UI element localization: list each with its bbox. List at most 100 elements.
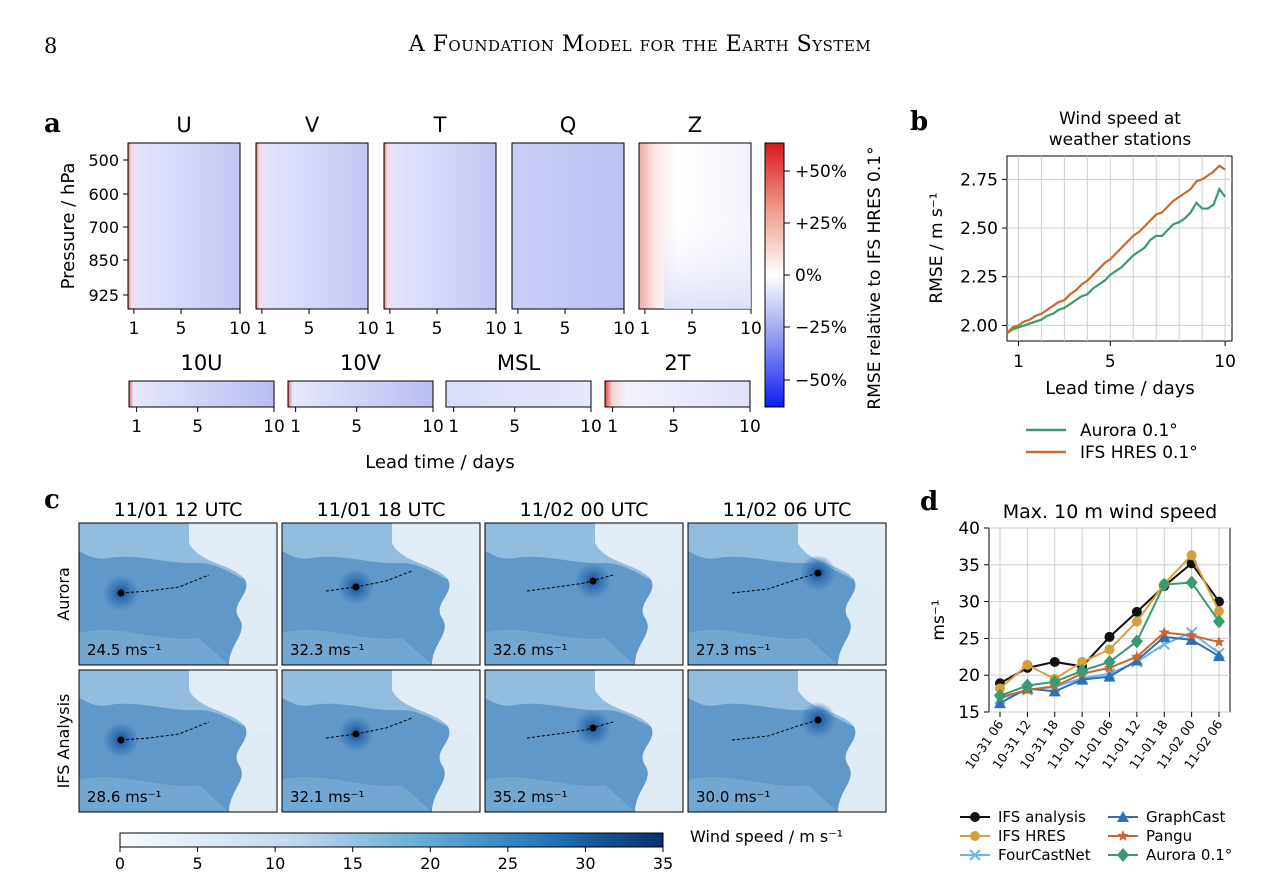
- pressure-tick-label: 600: [88, 185, 119, 204]
- map-land: [189, 670, 277, 812]
- panel-d-legend-label: Pangu: [1146, 827, 1192, 845]
- panel-d-ytick-label: 25: [958, 629, 980, 649]
- panel-b-legend: Aurora 0.1°IFS HRES 0.1°: [1026, 421, 1198, 463]
- lead-tick-label: 5: [176, 319, 187, 339]
- panel-d-point: [1214, 606, 1224, 617]
- panel-c-row-label-aurora: Aurora: [54, 567, 73, 620]
- panel-d-point: [1048, 685, 1061, 697]
- lead-tick-label: 5: [687, 319, 698, 339]
- lead-tick-label: 1: [131, 417, 142, 437]
- heatmap-u: [127, 142, 241, 310]
- rmse-colorbar-tick-label: 0%: [795, 266, 822, 286]
- heatmap-title-z: Z: [688, 113, 702, 137]
- panel-b-ticks: 2.00 2.25 2.50 2.75 1 5 10: [960, 170, 1236, 372]
- panel-c-row-label-ifs-analysis: IFS Analysis: [54, 694, 73, 789]
- panel-d-point: [1213, 614, 1225, 629]
- panel-d-point: [1104, 631, 1115, 642]
- heatmap-v: [255, 142, 369, 310]
- lead-tick-label: 1: [128, 319, 139, 339]
- wind-colorbar-tick-label: 35: [653, 854, 673, 873]
- heatmap-title-2t: 2T: [664, 351, 690, 375]
- rmse-colorbar-tick-label: −25%: [795, 318, 847, 338]
- panel-d-point: [1076, 663, 1089, 678]
- storm-center: [814, 716, 822, 724]
- storm-track: [526, 721, 614, 739]
- pressure-tick-label: 925: [88, 286, 119, 305]
- lead-tick-label: 5: [192, 417, 203, 437]
- wind-map-ifs-analysis-4: 30.0 ms⁻¹: [687, 669, 887, 813]
- map-frame: [484, 669, 684, 813]
- map-south-band: [485, 777, 635, 812]
- heatmap-10u: [128, 380, 275, 408]
- panel-d-point: [1130, 654, 1143, 666]
- lead-tick-label: 1: [384, 319, 395, 339]
- panel-c-column-title: 11/02 00 UTC: [520, 499, 649, 521]
- heatmap-title-msl: MSL: [497, 351, 540, 375]
- wind-map-aurora-3: 32.6 ms⁻¹: [484, 522, 684, 666]
- panel-d-point: [1131, 650, 1143, 662]
- panel-d-point: [1076, 673, 1089, 685]
- panel-a-label: a: [44, 109, 61, 139]
- panel-d-ytick-label: 15: [958, 703, 980, 723]
- rmse-colorbar-label: RMSE relative to IFS HRES 0.1°: [865, 146, 885, 409]
- panel-b-xlabel: Lead time / days: [1045, 378, 1195, 399]
- storm-track: [526, 574, 614, 592]
- pressure-tick-label: 700: [88, 218, 119, 237]
- panel-d-legend-entry: IFS HRES: [960, 827, 1066, 845]
- panel-d-point: [1104, 644, 1115, 655]
- panel-d-point: [1158, 626, 1170, 638]
- panel-b-ylabel: RMSE / m s⁻¹: [927, 192, 947, 303]
- pressure-ticks: 500 600 700 850 925: [88, 151, 128, 305]
- storm-track: [325, 717, 413, 739]
- map-south-band: [485, 630, 635, 665]
- page-number: 8: [44, 34, 58, 58]
- panel-d-point: [1158, 577, 1171, 592]
- panel-d-legend-marker: [1117, 830, 1129, 841]
- panel-b-ytick-label: 2.00: [960, 316, 998, 336]
- rmse-colorbar: [764, 142, 785, 408]
- upper-heatmaps: U 1 5 10 V 1 5 10 T 1 5 10 Q 1 5 10 Z 1 5 10: [127, 113, 762, 339]
- panel-d-ytick-label: 35: [958, 556, 980, 576]
- heatmap-q: [511, 142, 625, 310]
- map-south-band: [282, 777, 432, 812]
- panel-b-ytick-label: 2.25: [960, 268, 998, 288]
- wind-map-ifs-analysis-3: 35.2 ms⁻¹: [484, 669, 684, 813]
- panel-d-ytick-label: 40: [958, 519, 980, 539]
- heatmap-2t: [604, 380, 751, 408]
- panel-b-legend-label: IFS HRES 0.1°: [1080, 443, 1198, 463]
- panel-d-point: [1185, 575, 1198, 590]
- lead-tick-label: 1: [256, 319, 267, 339]
- lower-heatmaps: 10U 1 5 10 10V 1 5 10 MSL 1 5 10 2T 1 5 10: [128, 351, 761, 437]
- storm-center: [117, 589, 125, 597]
- panel-d-point: [1185, 629, 1198, 641]
- panel-c-column-title: 11/01 12 UTC: [114, 499, 243, 521]
- panel-c-column-title: 11/02 06 UTC: [723, 499, 852, 521]
- panel-b-xtick-label: 5: [1105, 352, 1116, 372]
- lead-tick-label: 5: [509, 417, 520, 437]
- panel-b-title-line2: weather stations: [1049, 130, 1192, 150]
- panel-d-point: [1021, 678, 1034, 693]
- map-frame: [281, 522, 481, 666]
- lead-tick-label: 10: [740, 319, 762, 339]
- panel-c-column-title: 11/01 18 UTC: [317, 499, 446, 521]
- panel-b-legend-label: Aurora 0.1°: [1080, 421, 1178, 441]
- panel-c-map-grid: 24.5 ms⁻¹ 32.3 ms⁻¹ 32.6 ms⁻¹ 27.3 ms⁻¹ 28.6…: [78, 522, 887, 813]
- lead-tick-label: 5: [304, 319, 315, 339]
- panel-d-legend-label: Aurora 0.1°: [1146, 846, 1232, 864]
- map-land: [392, 523, 480, 665]
- panel-d-legend-label: FourCastNet: [998, 846, 1091, 864]
- panel-d-ytick-label: 20: [958, 666, 980, 686]
- panel-d-legend-label: GraphCast: [1146, 808, 1225, 826]
- map-south-band: [79, 630, 229, 665]
- storm-center: [352, 583, 360, 591]
- running-title: A Foundation Model for the Earth System: [408, 32, 872, 57]
- wind-map-aurora-4: 27.3 ms⁻¹: [687, 522, 887, 666]
- panel-d-point: [1049, 656, 1060, 667]
- pressure-tick-label: 850: [88, 251, 119, 270]
- panel-b-grid: [1007, 156, 1232, 341]
- wind-colorbar-tick-label: 10: [265, 854, 285, 873]
- panel-d-point: [1130, 634, 1143, 649]
